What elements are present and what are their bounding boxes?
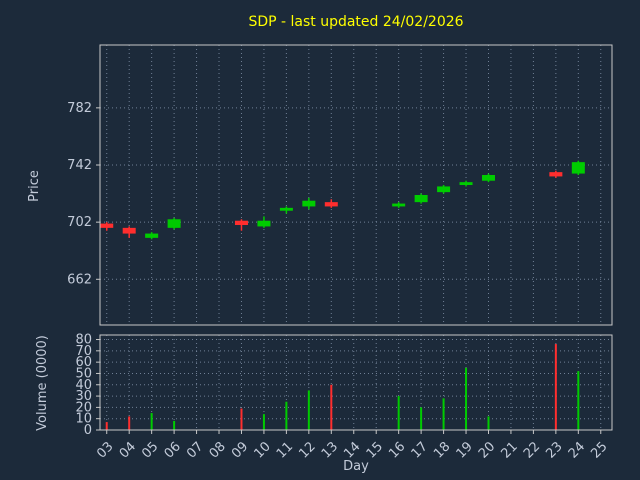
x-tick-label: 06 xyxy=(162,439,184,461)
x-tick-label: 19 xyxy=(454,439,476,461)
volume-tick-label: 0 xyxy=(84,423,92,438)
candle xyxy=(145,232,159,240)
volume-tick-label: 70 xyxy=(75,344,92,359)
price-tick-label: 782 xyxy=(67,101,92,116)
x-tick-label: 22 xyxy=(521,439,543,461)
volume-bar xyxy=(150,413,153,430)
candle xyxy=(302,197,316,210)
volume-tick-label: 20 xyxy=(75,400,92,415)
volume-bar xyxy=(240,408,243,430)
volume-axis-label: Volume (0000) xyxy=(35,335,50,431)
x-axis-label: Day xyxy=(343,459,369,474)
volume-tick-label: 50 xyxy=(75,366,92,381)
volume-tick-label: 30 xyxy=(75,389,92,404)
volume-bar xyxy=(330,384,333,430)
x-tick-label: 10 xyxy=(251,439,273,461)
x-tick-label: 24 xyxy=(566,439,588,461)
candle xyxy=(571,160,585,175)
chart-title: SDP - last updated 24/02/2026 xyxy=(248,14,463,30)
price-tick-label: 702 xyxy=(67,215,92,230)
x-tick-label: 20 xyxy=(476,439,498,461)
x-tick-label: 08 xyxy=(207,439,229,461)
x-tick-label: 04 xyxy=(117,439,139,461)
volume-bar xyxy=(285,401,288,430)
candle xyxy=(167,217,181,230)
chart-render-layer: 03 04 05 06 07 08 09 10 11 12 13 14 15 16 17 18 19 20 21 22… xyxy=(67,44,613,462)
volume-tick-label: 10 xyxy=(75,412,92,427)
candle xyxy=(481,173,495,183)
volume-bar xyxy=(554,344,557,430)
volume-bar xyxy=(577,371,580,430)
x-tick-label: 17 xyxy=(409,439,431,461)
candle xyxy=(414,193,428,204)
volume-tick-label: 80 xyxy=(75,333,92,348)
x-tick-label: 16 xyxy=(386,439,408,461)
volume-bar xyxy=(442,398,445,430)
x-tick-label: 07 xyxy=(184,439,206,461)
candle xyxy=(100,222,114,231)
candle xyxy=(234,219,248,231)
volume-bar xyxy=(173,420,176,430)
volume-tick-label: 40 xyxy=(75,378,92,393)
x-tick-label: 05 xyxy=(139,439,161,461)
volume-bar xyxy=(465,367,468,430)
x-tick-label: 13 xyxy=(319,439,341,461)
x-tick-label: 18 xyxy=(431,439,453,461)
volume-bar xyxy=(420,407,423,430)
volume-bar xyxy=(128,416,131,430)
x-tick-label: 23 xyxy=(543,439,565,461)
candle xyxy=(279,206,293,214)
volume-bar xyxy=(105,422,108,430)
volume-tick-label: 60 xyxy=(75,355,92,370)
candle xyxy=(392,202,406,208)
candle xyxy=(437,185,451,194)
candle xyxy=(324,199,338,208)
volume-bar xyxy=(487,416,490,430)
x-tick-label: 21 xyxy=(498,439,520,461)
x-tick-label: 03 xyxy=(94,439,116,461)
volume-bar xyxy=(397,396,400,430)
x-tick-label: 11 xyxy=(274,439,296,461)
volume-bar xyxy=(307,390,310,430)
price-tick-label: 742 xyxy=(67,158,92,173)
price-tick-label: 662 xyxy=(67,272,92,287)
x-tick-label: 09 xyxy=(229,439,251,461)
volume-bar xyxy=(262,414,265,430)
candle xyxy=(549,170,563,178)
x-tick-label: 25 xyxy=(588,439,610,461)
candle xyxy=(122,226,136,238)
price-axis-label: Price xyxy=(27,170,42,202)
x-tick-label: 12 xyxy=(296,439,318,461)
candle xyxy=(459,180,473,187)
candle xyxy=(257,216,271,228)
